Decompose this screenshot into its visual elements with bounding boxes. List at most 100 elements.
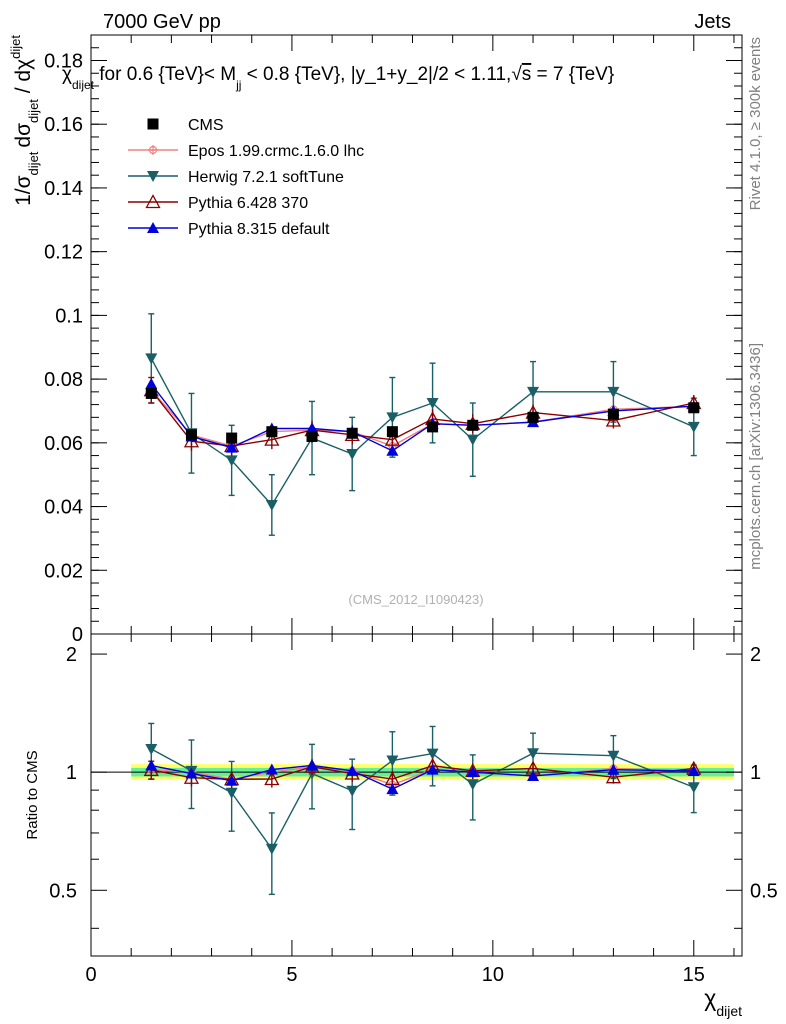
ylabel-p2-sub: dijet (26, 99, 41, 123)
cms-data-point (226, 432, 238, 444)
cms-data-point (386, 426, 398, 438)
legend-item-0: CMS (147, 117, 224, 134)
cms-data-point (527, 411, 539, 423)
series-3-ratio-point (225, 774, 238, 786)
ylabel-p3: / dχ (12, 59, 35, 99)
series-3-ratio-point (346, 764, 359, 776)
xlabel-sub: dijet (716, 1003, 742, 1019)
cms-data-point (145, 387, 157, 399)
title-s: s (522, 64, 532, 85)
cms-data-point (346, 427, 358, 439)
series-1-ratio-point (687, 782, 700, 794)
series-2-point (264, 431, 280, 446)
cms-data-point (427, 421, 439, 433)
legend-label-3: Pythia 6.428 370 (188, 195, 308, 212)
series-1-point (386, 412, 399, 424)
series-1-point (265, 499, 278, 511)
series-1-ratio (145, 722, 700, 896)
legend-marker-0 (147, 118, 159, 130)
series-1-ratio-point (225, 787, 238, 799)
series-3-point (306, 422, 319, 434)
legend-marker-2 (147, 171, 159, 182)
series-1-point (607, 386, 620, 398)
x-tick-label: 10 (482, 964, 504, 986)
title-m-sub: jj (235, 78, 241, 92)
mcplots-label: mcplots.cern.ch [arXiv:1306.3436] (747, 343, 764, 570)
main-y-tick-label: 0 (72, 624, 83, 646)
legend: CMS Epos 1.99.crmc.1.6.0 lhc Herwig 7.2.1 … (128, 117, 364, 238)
main-y-tick-label: 0.12 (44, 242, 83, 264)
legend-marker-1 (148, 145, 158, 155)
title-tail: < 0.8 {TeV}, |y_1+y_2|/2 < 1.11, (241, 64, 511, 85)
analysis-watermark: (CMS_2012_I1090423) (348, 592, 483, 607)
legend-label-4: Pythia 8.315 default (188, 221, 330, 238)
series-1-point (687, 421, 700, 433)
series-2-ratio-point (605, 769, 621, 784)
series-3-point (225, 441, 238, 453)
series-1-ratio-point (386, 755, 399, 767)
ratio-y-tick-label-right: 2 (750, 644, 761, 666)
series-3-ratio-point (466, 766, 479, 778)
series-1-point (466, 434, 479, 446)
ylabel-p3-sub: dijet (8, 35, 23, 59)
title-chi: χ (62, 64, 72, 85)
cms-data-point (306, 430, 318, 442)
title-mid: for 0.6 {TeV}< M (94, 64, 236, 85)
main-y-tick-label: 0.14 (44, 178, 83, 200)
main-y-tick-label: 0.08 (44, 369, 83, 391)
series-3-ratio-point (527, 769, 540, 781)
ratio-plot-frame (90, 633, 743, 957)
series-3-ratio-point (607, 763, 620, 775)
series-1-ratio-point (346, 785, 359, 797)
series-1-ratio-point (527, 748, 540, 760)
main-y-tick-label: 0.06 (44, 433, 83, 455)
series-3-ratio-line (151, 764, 694, 790)
cms-data-point (185, 429, 197, 441)
x-tick-label: 5 (286, 964, 297, 986)
legend-label-0: CMS (188, 117, 224, 134)
series-1-ratio-point (265, 843, 278, 855)
series-3-point (145, 377, 158, 389)
series-3-ratio-point (265, 763, 278, 775)
ratio-y-tick-label: 1 (66, 762, 77, 784)
series-2-point (605, 412, 621, 427)
series-3-ratio-point (426, 763, 439, 775)
cms-data-point (467, 419, 479, 431)
series-3-ratio-point (306, 759, 319, 771)
legend-item-3: Pythia 6.428 370 (128, 194, 308, 212)
x-tick-label: 0 (85, 964, 96, 986)
main-y-tick-label: 0.02 (44, 560, 83, 582)
series-1-point (225, 455, 238, 467)
title-end: = 7 {TeV} (531, 64, 614, 85)
cms-data-point (266, 426, 278, 438)
ratio-plot-layer (91, 722, 742, 896)
title-sqrt: √ (511, 64, 522, 85)
main-plot-layer (143, 313, 702, 536)
cms-data-point (607, 408, 619, 420)
series-1-ratio-point (607, 750, 620, 762)
x-axis-label: χdijet (704, 985, 742, 1019)
main-y-tick-label: 0.18 (44, 50, 83, 72)
series-1-point (426, 398, 439, 410)
series-1-point (527, 386, 540, 398)
series-3-ratio-point (145, 759, 158, 771)
series-3-line (150, 383, 694, 452)
title-chi-sub: dijet (72, 78, 95, 92)
plot-title: χdijet for 0.6 {TeV}< Mjj < 0.8 {TeV}, |… (62, 64, 614, 92)
series-1-ratio-point (426, 748, 439, 760)
cms-data (145, 387, 700, 444)
series-3-ratio (145, 759, 700, 795)
series-1-line (150, 358, 695, 507)
legend-item-4: Pythia 8.315 default (128, 221, 330, 238)
ylabel-p1: 1/σ (12, 175, 35, 206)
xlabel-main: χ (704, 985, 716, 1011)
header-right: Jets (694, 11, 731, 33)
axes-layer: 00.020.040.060.080.10.120.140.160.180 5 10… (44, 34, 778, 986)
ylabel-p2: dσ (12, 123, 35, 148)
legend-marker-4 (147, 222, 159, 233)
ratio-y-tick-label-right: 0.5 (750, 880, 778, 902)
series-1-point (346, 448, 359, 460)
legend-label-2: Herwig 7.2.1 softTune (188, 169, 344, 186)
x-tick-label: 15 (683, 964, 705, 986)
header-left: 7000 GeV pp (103, 11, 221, 33)
